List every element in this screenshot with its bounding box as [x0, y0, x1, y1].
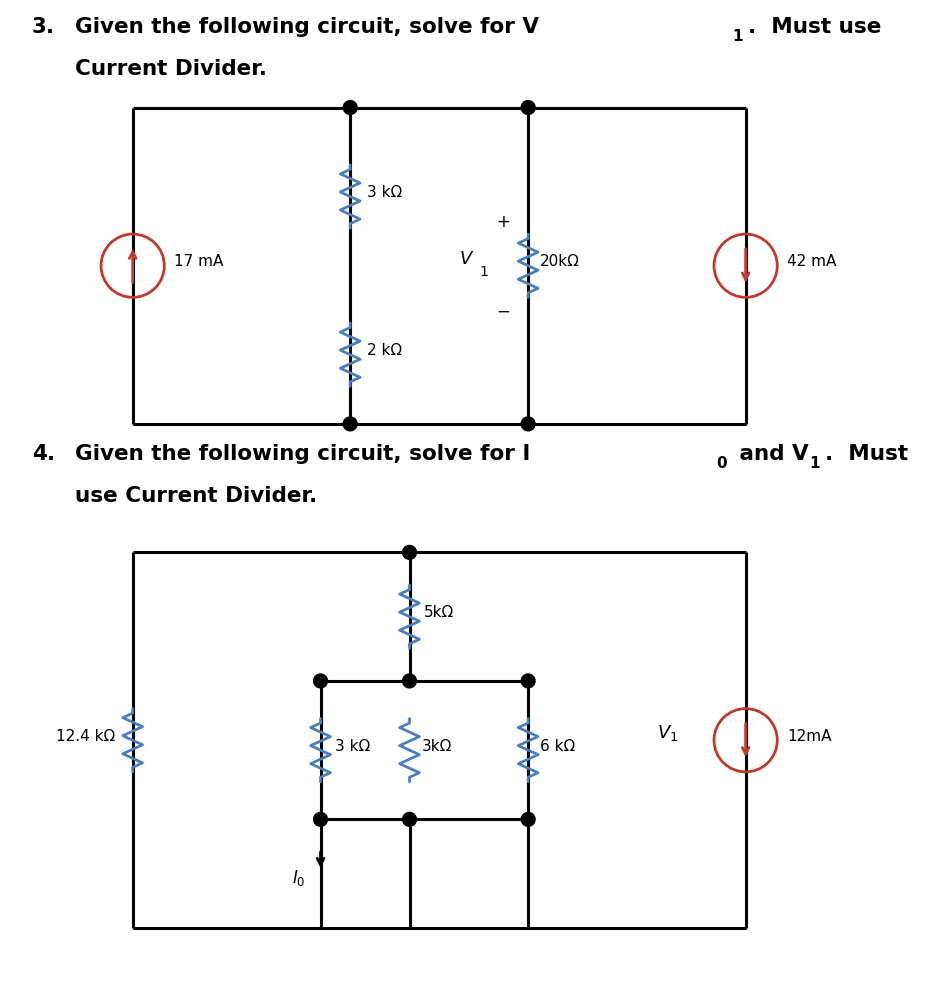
- Text: 1: 1: [809, 456, 819, 470]
- Circle shape: [403, 546, 417, 560]
- Text: 0: 0: [716, 456, 727, 470]
- Text: 2 kΩ: 2 kΩ: [367, 343, 402, 358]
- Text: 1: 1: [479, 265, 488, 279]
- Text: 3 kΩ: 3 kΩ: [367, 185, 403, 200]
- Text: 12mA: 12mA: [788, 728, 831, 743]
- Text: 17 mA: 17 mA: [174, 254, 224, 269]
- Text: Given the following circuit, solve for V: Given the following circuit, solve for V: [75, 17, 540, 37]
- Text: 1: 1: [733, 29, 744, 44]
- Text: 6 kΩ: 6 kΩ: [540, 738, 575, 753]
- Text: Current Divider.: Current Divider.: [75, 59, 267, 79]
- Text: 3 kΩ: 3 kΩ: [336, 738, 371, 753]
- Text: .  Must use: . Must use: [747, 17, 881, 37]
- Text: Given the following circuit, solve for I: Given the following circuit, solve for I: [75, 444, 530, 464]
- Circle shape: [343, 417, 357, 431]
- Circle shape: [521, 812, 535, 826]
- Text: 3kΩ: 3kΩ: [421, 738, 452, 753]
- Text: $\mathit{V}_1$: $\mathit{V}_1$: [657, 722, 678, 742]
- Text: and V: and V: [732, 444, 808, 464]
- Circle shape: [521, 417, 535, 431]
- Text: use Current Divider.: use Current Divider.: [75, 485, 318, 506]
- Text: 3.: 3.: [32, 17, 55, 37]
- Circle shape: [521, 674, 535, 688]
- Text: 42 mA: 42 mA: [788, 254, 837, 269]
- Circle shape: [403, 812, 417, 826]
- Text: 20kΩ: 20kΩ: [540, 254, 580, 269]
- Text: 5kΩ: 5kΩ: [424, 605, 455, 620]
- Circle shape: [313, 812, 327, 826]
- Text: −: −: [497, 302, 511, 320]
- Circle shape: [521, 101, 535, 115]
- Text: .  Must: . Must: [825, 444, 908, 464]
- Text: V: V: [459, 250, 472, 268]
- Circle shape: [343, 101, 357, 115]
- Circle shape: [313, 674, 327, 688]
- Text: 4.: 4.: [32, 444, 55, 464]
- Text: $\mathit{I}_0$: $\mathit{I}_0$: [292, 867, 306, 887]
- Circle shape: [403, 674, 417, 688]
- Text: 12.4 kΩ: 12.4 kΩ: [56, 728, 115, 743]
- Text: +: +: [497, 213, 511, 231]
